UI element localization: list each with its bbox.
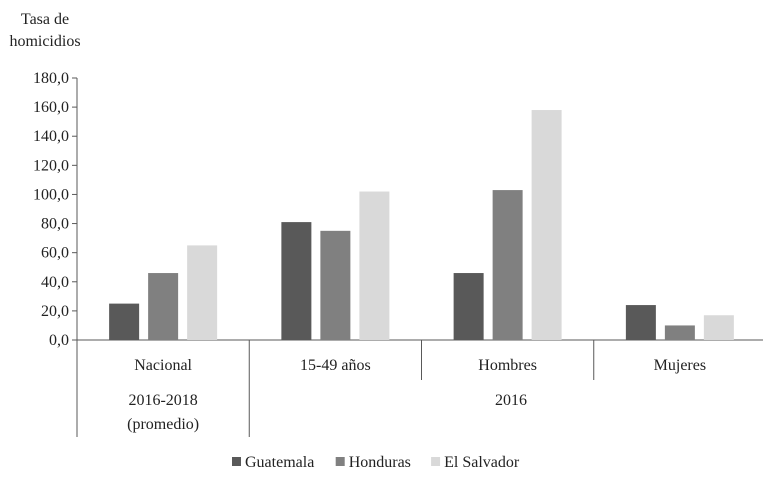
category-label: 15-49 años	[300, 357, 371, 374]
y-tick-label: 160,0	[33, 99, 69, 116]
y-axis-title-line-2: homicidios	[9, 33, 80, 50]
bar-2-2	[531, 110, 562, 341]
bar-0-1	[281, 222, 312, 340]
category-label: Hombres	[478, 357, 537, 374]
y-axis-title-line-1: Tasa de	[21, 11, 69, 28]
legend-label: Guatemala	[245, 454, 314, 471]
bar-2-3	[703, 315, 734, 340]
y-tick-label: 0,0	[49, 332, 69, 349]
y-tick-label: 60,0	[41, 245, 69, 262]
legend-swatch	[232, 457, 241, 466]
y-tick-label: 20,0	[41, 303, 69, 320]
x-axis-labels: Nacional 15-49 años Hombres Mujeres 2016-201…	[76, 340, 706, 437]
bar-2-1	[359, 191, 390, 340]
bars	[109, 110, 734, 341]
y-tick-label: 140,0	[33, 128, 69, 145]
y-tick-label: 80,0	[41, 216, 69, 233]
bar-0-2	[453, 273, 484, 340]
bar-1-2	[492, 190, 523, 340]
category-label: Mujeres	[654, 357, 706, 374]
category-label: Nacional	[134, 357, 192, 374]
group-label-line: 2016	[495, 392, 527, 409]
legend-swatch	[431, 457, 441, 466]
y-axis-title: Tasa de homicidios	[9, 11, 80, 50]
legend-label: Honduras	[349, 454, 411, 471]
y-tick-label: 120,0	[33, 157, 69, 174]
bar-1-1	[320, 230, 351, 340]
legend-label: El Salvador	[444, 454, 520, 471]
bar-2-0	[187, 245, 218, 340]
group-label-line: (promedio)	[127, 416, 199, 433]
legend-swatch	[335, 457, 345, 466]
bar-0-3	[625, 305, 656, 340]
y-tick-label: 100,0	[33, 186, 69, 203]
bar-1-0	[148, 273, 179, 340]
y-axis-ticks: 0,0 20,0 40,0 60,0 80,0 100,0 120,0 140,0 160,0 1…	[33, 70, 77, 349]
axes	[76, 78, 763, 341]
y-tick-label: 40,0	[41, 274, 69, 291]
y-tick-label: 180,0	[33, 70, 69, 87]
bar-1-3	[664, 325, 695, 340]
legend: Guatemala Honduras El Salvador	[232, 454, 520, 471]
group-label-line: 2016-2018	[128, 392, 197, 409]
bar-0-0	[109, 303, 140, 340]
